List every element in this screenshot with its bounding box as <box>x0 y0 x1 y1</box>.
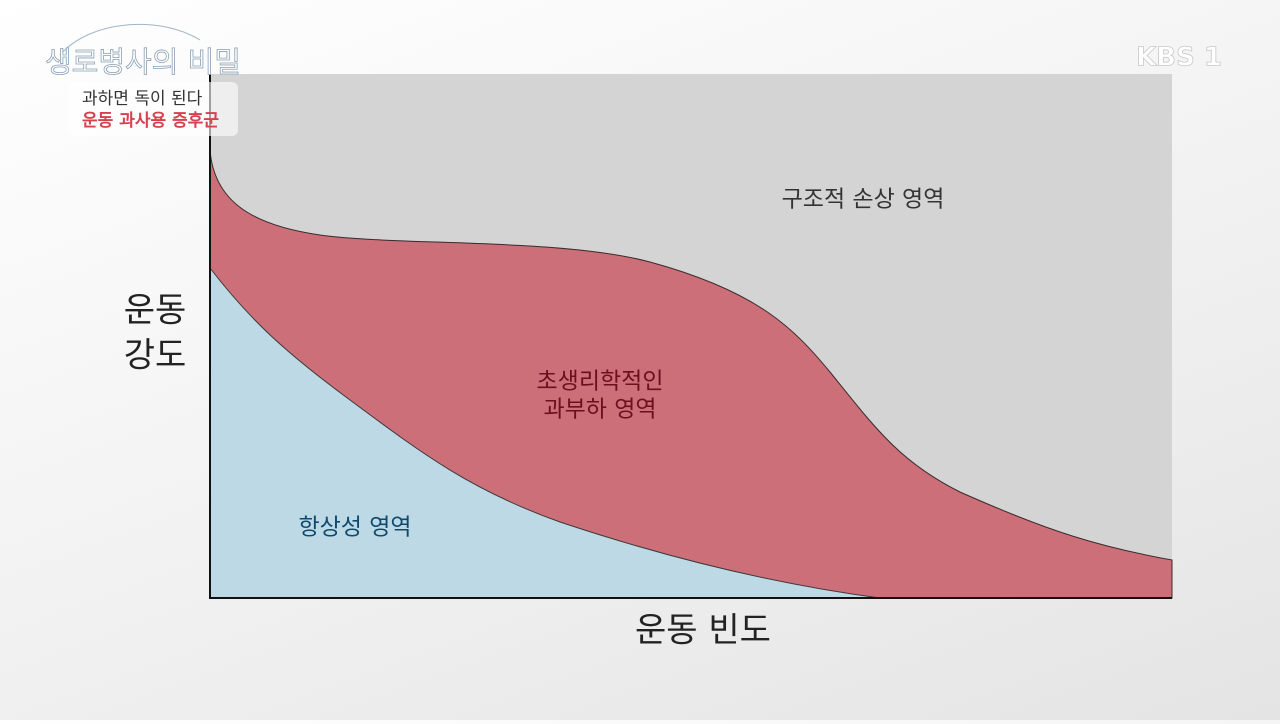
channel-logo: KBS 1 <box>1136 43 1222 73</box>
caption-box <box>68 82 238 136</box>
region-label: 과부하 영역 <box>543 397 656 423</box>
y-axis-label: 강도 <box>124 336 187 376</box>
region-label: 구조적 손상 영역 <box>782 187 945 213</box>
program-logo: 생로병사의 비밀 <box>45 45 241 79</box>
region-label: 항상성 영역 <box>298 515 411 541</box>
homeostasis-area <box>209 266 881 599</box>
y-axis-label: 운동 <box>124 291 187 331</box>
logo-arc <box>59 23 201 56</box>
region-label: 초생리학적인 <box>537 369 664 395</box>
caption: 과하면 독이 된다 <box>82 89 203 109</box>
x-axis-label: 운동 빈도 <box>635 611 771 651</box>
caption: 운동 과사용 증후군 <box>82 110 219 131</box>
